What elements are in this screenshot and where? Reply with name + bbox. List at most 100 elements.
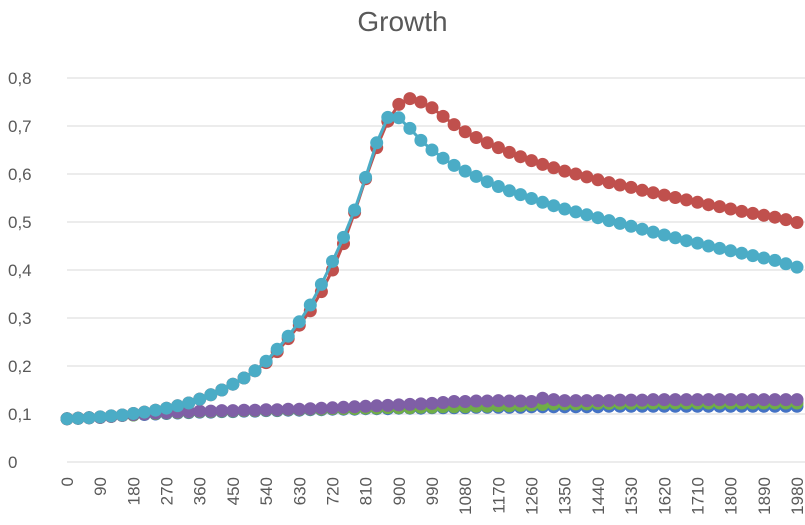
y-tick-label: 0,7 <box>8 117 32 136</box>
data-point <box>248 364 262 378</box>
data-point <box>558 394 572 408</box>
data-point <box>746 393 760 407</box>
data-point <box>735 204 749 218</box>
data-point <box>204 388 218 402</box>
data-point <box>679 393 693 407</box>
data-point <box>757 251 771 265</box>
data-point <box>613 393 627 407</box>
data-point <box>193 392 207 406</box>
data-point <box>93 410 107 424</box>
data-point <box>591 173 605 187</box>
data-point <box>569 205 583 219</box>
data-point <box>646 225 660 239</box>
data-point <box>337 230 350 244</box>
data-point <box>779 257 793 271</box>
x-tick-label: 1710 <box>688 477 707 515</box>
data-point <box>779 213 793 227</box>
data-point <box>602 214 616 228</box>
x-tick-label: 180 <box>124 477 143 505</box>
data-point <box>491 180 505 193</box>
data-point <box>668 393 682 407</box>
data-point <box>547 161 561 175</box>
data-point <box>525 395 538 408</box>
x-tick-label: 0 <box>58 477 77 486</box>
data-point <box>569 394 583 408</box>
data-point <box>71 411 85 425</box>
data-point <box>624 393 638 407</box>
data-point <box>768 393 782 407</box>
data-point <box>326 254 339 268</box>
data-point <box>624 180 638 194</box>
data-point <box>735 393 749 407</box>
data-point <box>303 402 317 416</box>
x-tick-label: 810 <box>357 477 376 505</box>
data-point <box>514 188 527 202</box>
x-tick-label: 1530 <box>622 477 641 515</box>
data-point <box>82 411 96 425</box>
data-point <box>790 216 804 229</box>
data-point <box>458 125 472 139</box>
data-point <box>536 157 550 171</box>
data-point <box>790 260 804 274</box>
data-point <box>447 395 461 408</box>
data-point <box>469 131 483 144</box>
data-point <box>292 315 306 329</box>
data-point <box>126 407 140 420</box>
data-point <box>60 412 74 426</box>
data-point <box>558 202 572 216</box>
data-point <box>724 202 738 216</box>
data-point <box>768 210 782 224</box>
data-point <box>392 111 406 125</box>
data-point <box>713 200 727 214</box>
data-point <box>480 175 494 189</box>
data-point <box>757 393 771 407</box>
x-tick-label: 1440 <box>589 477 608 515</box>
data-point <box>281 329 295 343</box>
data-point <box>724 244 738 258</box>
data-point <box>514 150 527 164</box>
data-point <box>624 219 638 233</box>
data-point <box>392 97 406 111</box>
x-tick-label: 540 <box>257 477 276 505</box>
y-tick-label: 0,8 <box>8 69 32 88</box>
data-point <box>779 393 793 407</box>
data-point <box>314 401 328 415</box>
series-line <box>66 115 798 421</box>
y-tick-label: 0,2 <box>8 357 32 376</box>
data-point <box>768 253 782 267</box>
data-point <box>104 409 118 423</box>
data-point <box>414 95 428 109</box>
y-tick-label: 0,6 <box>8 165 32 184</box>
data-point <box>757 208 771 222</box>
data-point <box>348 203 362 217</box>
data-point <box>635 393 649 407</box>
data-point <box>679 193 693 207</box>
data-point <box>602 176 616 190</box>
chart-title: Growth <box>357 6 448 37</box>
data-point <box>702 239 715 253</box>
data-point <box>425 101 439 115</box>
data-point <box>591 211 605 225</box>
x-tick-label: 90 <box>91 477 110 496</box>
x-tick-label: 1620 <box>655 477 674 515</box>
data-point <box>790 393 804 407</box>
x-tick-label: 270 <box>158 477 177 505</box>
data-point <box>702 393 715 407</box>
data-point <box>480 394 494 408</box>
data-point <box>215 383 229 397</box>
data-point <box>536 195 550 209</box>
data-point <box>337 400 350 414</box>
data-point <box>668 231 682 245</box>
data-point <box>392 398 406 412</box>
y-tick-label: 0,3 <box>8 309 32 328</box>
data-point <box>193 404 207 418</box>
y-tick-label: 0,5 <box>8 213 32 232</box>
data-point <box>547 393 561 407</box>
data-point <box>303 298 317 312</box>
data-point <box>414 133 428 147</box>
data-point <box>226 404 240 418</box>
x-tick-label: 900 <box>390 477 409 505</box>
data-point <box>536 391 550 405</box>
data-point <box>635 183 649 197</box>
